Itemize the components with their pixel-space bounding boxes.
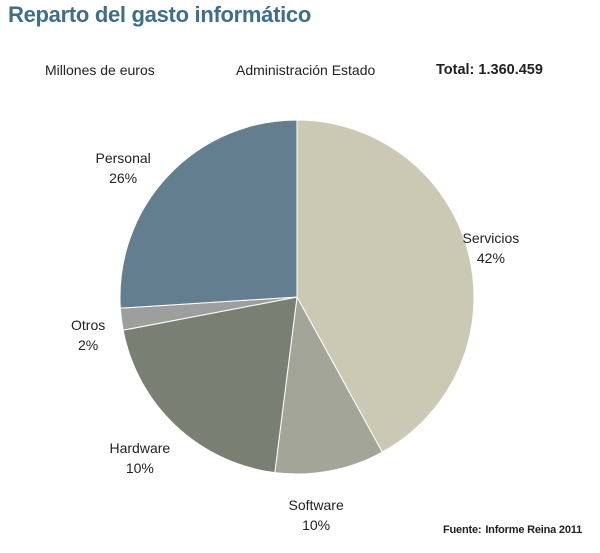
source-text: Informe Reina 2011 (485, 524, 582, 536)
source-label: Fuente: (443, 524, 482, 536)
slice-label-servicios: Servicios 42% (463, 228, 520, 268)
pie-slice-software (274, 295, 383, 475)
slice-label-otros: Otros 2% (71, 315, 105, 355)
chart-title: Reparto del gasto informático (8, 2, 312, 27)
slice-name-servicios: Servicios (462, 230, 520, 246)
total-label: Total: 1.360.459 (436, 62, 543, 78)
slice-label-personal: Personal 26% (96, 148, 151, 188)
slice-percent-servicios: 42% (476, 250, 505, 266)
slice-label-software: Software 10% (289, 495, 344, 535)
pie-slices (119, 119, 475, 475)
chart-subtitle: Administración Estado (236, 62, 376, 78)
units-label: Millones de euros (45, 62, 155, 78)
slice-name-otros: Otros (71, 317, 106, 333)
pie-slice-servicios (296, 119, 475, 453)
slice-name-software: Software (288, 497, 344, 513)
slice-name-hardware: Hardware (109, 440, 171, 456)
pie-slice-hardware (122, 296, 298, 474)
slice-percent-personal: 26% (109, 170, 138, 186)
slice-name-personal: Personal (95, 150, 151, 166)
slice-percent-software: 10% (302, 517, 331, 533)
slice-label-hardware: Hardware 10% (110, 438, 171, 478)
slice-percent-hardware: 10% (125, 460, 154, 476)
pie-slice-personal (119, 119, 298, 309)
slice-percent-otros: 2% (78, 337, 99, 353)
source-note: Fuente: Informe Reina 2011 (443, 524, 582, 536)
